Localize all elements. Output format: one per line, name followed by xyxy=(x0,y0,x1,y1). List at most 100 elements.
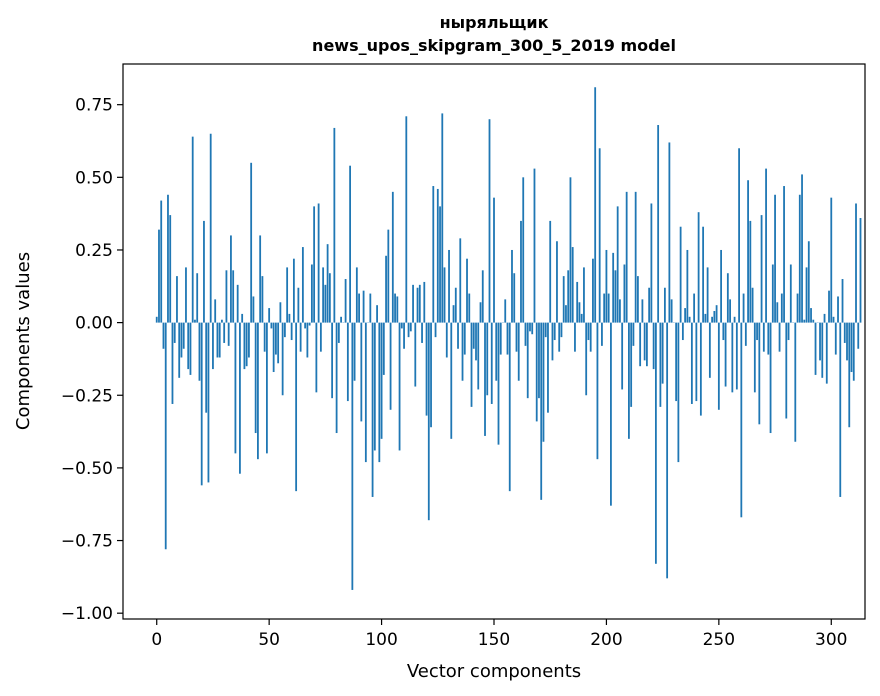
bar-189 xyxy=(580,313,583,323)
bar-186 xyxy=(574,322,576,352)
bar-79 xyxy=(333,127,336,323)
bar-197 xyxy=(598,148,601,323)
bar-280 xyxy=(785,322,788,419)
bar-14 xyxy=(187,322,190,370)
bar-156 xyxy=(506,322,509,355)
bar-286 xyxy=(798,194,801,323)
bar-255 xyxy=(729,299,731,323)
bar-261 xyxy=(742,293,745,323)
bar-293 xyxy=(814,322,817,375)
bar-206 xyxy=(619,299,621,323)
bar-2 xyxy=(160,200,163,323)
bar-81 xyxy=(337,322,340,343)
bar-235 xyxy=(684,308,687,323)
bar-225 xyxy=(661,322,664,384)
bar-222 xyxy=(654,322,657,564)
bar-116 xyxy=(416,287,419,323)
bar-199 xyxy=(603,293,606,323)
bar-279 xyxy=(783,186,785,323)
bar-120 xyxy=(425,322,428,416)
bar-187 xyxy=(576,281,579,323)
x-tick-label: 0 xyxy=(151,630,162,650)
bar-92 xyxy=(362,290,365,323)
y-tick-label: 0.25 xyxy=(75,241,113,261)
bar-245 xyxy=(706,267,709,323)
bar-307 xyxy=(846,322,848,361)
bar-23 xyxy=(207,322,210,483)
bar-204 xyxy=(614,270,617,323)
bar-9 xyxy=(176,276,178,323)
bar-82 xyxy=(340,316,342,323)
bar-38 xyxy=(241,313,244,323)
bar-298 xyxy=(825,322,828,384)
bar-178 xyxy=(556,241,558,323)
bar-281 xyxy=(787,322,790,341)
bar-68 xyxy=(308,322,311,326)
y-axis-ticks: −1.00 −0.75 −0.50 −0.25 0.00 0.25 0.50 0.75 xyxy=(61,96,123,624)
bar-174 xyxy=(547,322,549,413)
bar-160 xyxy=(515,322,518,352)
bar-8 xyxy=(173,322,176,343)
bar-123 xyxy=(432,186,435,323)
bar-295 xyxy=(819,322,821,361)
bar-218 xyxy=(646,322,648,367)
bar-34 xyxy=(232,270,235,323)
bar-171 xyxy=(540,322,543,500)
bar-146 xyxy=(484,322,486,436)
bar-190 xyxy=(583,267,585,323)
bar-138 xyxy=(466,258,468,323)
bar-173 xyxy=(544,322,547,338)
bar-144 xyxy=(479,302,482,323)
y-axis-title: Components values xyxy=(13,252,34,430)
bar-50 xyxy=(268,308,271,323)
bar-217 xyxy=(643,322,646,361)
bar-60 xyxy=(290,322,293,341)
bar-210 xyxy=(628,322,630,439)
bar-264 xyxy=(749,220,752,323)
bar-176 xyxy=(551,322,554,361)
bar-109 xyxy=(400,322,403,329)
bar-249 xyxy=(715,305,718,323)
bar-224 xyxy=(659,322,662,407)
bar-148 xyxy=(488,119,491,323)
bar-310 xyxy=(852,322,855,381)
bar-155 xyxy=(504,299,507,323)
bar-257 xyxy=(733,316,736,323)
bar-285 xyxy=(796,293,799,323)
y-tick-label: 0.75 xyxy=(75,96,113,116)
bar-100 xyxy=(380,322,383,439)
chart-title-line1: ныряльщик xyxy=(440,13,549,32)
x-tick-label: 150 xyxy=(478,630,510,650)
bar-194 xyxy=(592,258,594,323)
y-tick-label: −0.75 xyxy=(61,532,113,552)
bar-71 xyxy=(315,322,318,393)
bar-113 xyxy=(409,322,412,332)
bar-151 xyxy=(495,322,498,381)
bar-98 xyxy=(376,305,378,323)
bar-212 xyxy=(632,322,635,346)
bar-29 xyxy=(221,319,223,323)
bar-234 xyxy=(681,322,684,341)
bar-159 xyxy=(513,273,516,323)
chart-title-line2: news_upos_skipgram_300_5_2019 model xyxy=(312,36,676,55)
bar-84 xyxy=(344,279,347,323)
bar-301 xyxy=(832,316,835,323)
bar-57 xyxy=(283,322,286,338)
bar-200 xyxy=(605,249,608,323)
bar-182 xyxy=(565,305,567,323)
bar-256 xyxy=(731,322,734,393)
bar-112 xyxy=(407,322,410,338)
bar-303 xyxy=(837,296,839,323)
bar-119 xyxy=(423,281,426,323)
bar-12 xyxy=(182,322,185,349)
bar-99 xyxy=(378,322,381,463)
bar-111 xyxy=(405,116,408,323)
bar-134 xyxy=(457,322,459,349)
bar-258 xyxy=(735,322,738,390)
bar-102 xyxy=(385,255,387,323)
bar-272 xyxy=(767,322,770,355)
bar-287 xyxy=(801,174,803,323)
bar-241 xyxy=(697,212,700,323)
bar-18 xyxy=(196,273,199,323)
